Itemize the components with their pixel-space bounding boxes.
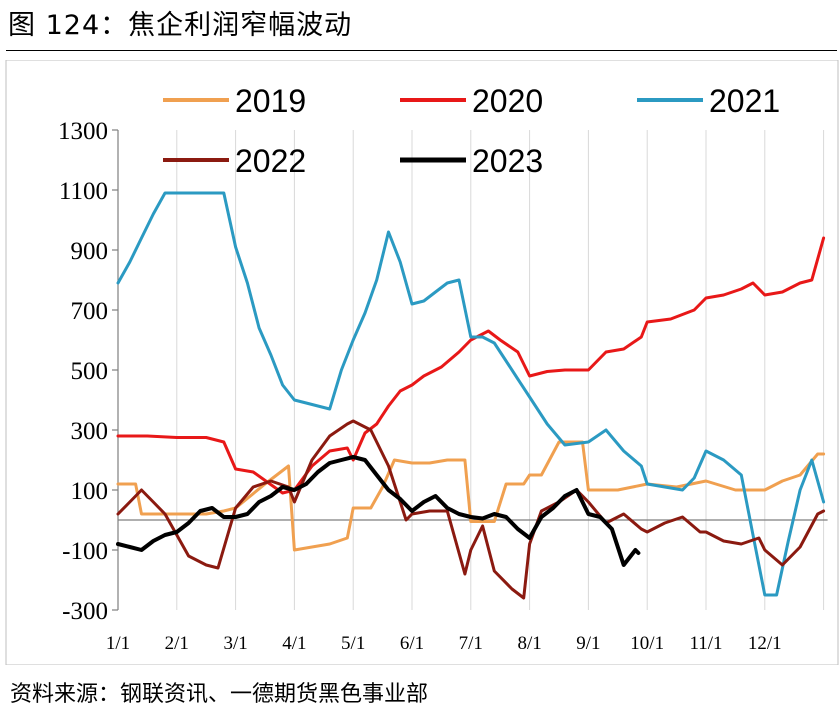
x-tick-label: 8/1 — [517, 633, 541, 654]
x-tick-label: 10/1 — [630, 633, 664, 654]
line-chart: 1300 1100 900 700 500 300 100 -100 -300 1/1 2/1 3/… — [5, 60, 839, 665]
x-tick-label: 1/1 — [106, 633, 130, 654]
series-line-2019 — [116, 440, 826, 552]
x-tick-label: 3/1 — [223, 633, 247, 654]
y-tick-label: 1300 — [58, 118, 108, 145]
y-tick-labels: 1300 1100 900 700 500 300 100 -100 -300 — [58, 118, 108, 625]
legend-label-2022: 2022 — [235, 143, 306, 179]
y-tick-label: 900 — [71, 238, 109, 265]
y-tick-label: 100 — [71, 478, 109, 505]
y-tick-label: 700 — [71, 298, 109, 325]
y-tick-label: 500 — [71, 358, 109, 385]
x-tick-label: 2/1 — [165, 633, 189, 654]
y-tick-label: -300 — [62, 598, 108, 625]
legend-label-2023: 2023 — [472, 143, 543, 179]
x-tick-label: 4/1 — [282, 633, 306, 654]
legend-label-2019: 2019 — [235, 83, 306, 119]
y-tick-label: 300 — [71, 418, 109, 445]
x-tick-labels: 1/1 2/1 3/1 4/1 5/1 6/1 7/1 8/1 9/1 10/1 11/1 12/1 — [106, 633, 782, 654]
legend: 2019 2020 2021 2022 2023 — [163, 83, 780, 179]
series-line-2022 — [116, 419, 826, 600]
series-line-2023 — [116, 455, 641, 567]
y-tick-label: 1100 — [59, 178, 108, 205]
legend-label-2020: 2020 — [472, 83, 543, 119]
x-tick-label: 11/1 — [689, 633, 722, 654]
x-tick-label: 7/1 — [459, 633, 483, 654]
legend-label-2021: 2021 — [709, 83, 780, 119]
figure-title: 图 124：焦企利润窄幅波动 — [8, 10, 353, 41]
series-line-2021 — [116, 191, 826, 597]
grid-lines — [117, 130, 825, 610]
x-tick-label: 9/1 — [576, 633, 600, 654]
y-tick-label: -100 — [62, 538, 108, 565]
x-tick-label: 5/1 — [341, 633, 365, 654]
source-note: 资料来源：钢联资讯、一德期货黑色事业部 — [10, 682, 429, 707]
x-tick-label: 6/1 — [400, 633, 424, 654]
title-rule — [6, 50, 837, 51]
x-tick-label: 12/1 — [748, 633, 782, 654]
series-lines — [116, 191, 826, 600]
chart-frame — [5, 60, 839, 665]
